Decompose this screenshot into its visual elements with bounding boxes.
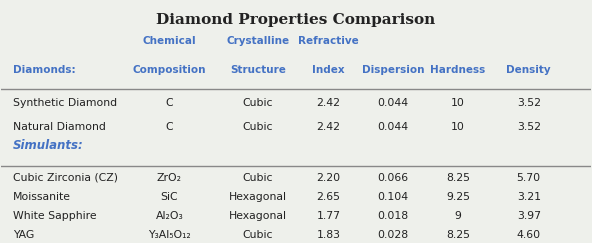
Text: Structure: Structure: [230, 65, 285, 75]
Text: Hardness: Hardness: [430, 65, 485, 75]
Text: Index: Index: [312, 65, 345, 75]
Text: Natural Diamond: Natural Diamond: [13, 122, 106, 132]
Text: Dispersion: Dispersion: [362, 65, 424, 75]
Text: Al₂O₃: Al₂O₃: [156, 211, 183, 221]
Text: 0.066: 0.066: [378, 173, 409, 183]
Text: 0.028: 0.028: [378, 230, 409, 240]
Text: 0.044: 0.044: [378, 122, 409, 132]
Text: Moissanite: Moissanite: [13, 192, 71, 202]
Text: Cubic: Cubic: [243, 122, 273, 132]
Text: YAG: YAG: [13, 230, 34, 240]
Text: ZrO₂: ZrO₂: [157, 173, 182, 183]
Text: Cubic: Cubic: [243, 98, 273, 108]
Text: Diamonds:: Diamonds:: [13, 65, 76, 75]
Text: 2.42: 2.42: [316, 98, 340, 108]
Text: 4.60: 4.60: [517, 230, 541, 240]
Text: 0.104: 0.104: [378, 192, 409, 202]
Text: 3.52: 3.52: [517, 98, 540, 108]
Text: 2.20: 2.20: [316, 173, 340, 183]
Text: Y₃Al₅O₁₂: Y₃Al₅O₁₂: [148, 230, 191, 240]
Text: 1.77: 1.77: [316, 211, 340, 221]
Text: Diamond Properties Comparison: Diamond Properties Comparison: [156, 13, 436, 27]
Text: Composition: Composition: [133, 65, 206, 75]
Text: Chemical: Chemical: [143, 36, 196, 46]
Text: Cubic: Cubic: [243, 173, 273, 183]
Text: 1.83: 1.83: [316, 230, 340, 240]
Text: Hexagonal: Hexagonal: [229, 211, 287, 221]
Text: Cubic Zirconia (CZ): Cubic Zirconia (CZ): [13, 173, 118, 183]
Text: 3.52: 3.52: [517, 122, 540, 132]
Text: 8.25: 8.25: [446, 173, 470, 183]
Text: 3.97: 3.97: [517, 211, 540, 221]
Text: Crystalline: Crystalline: [226, 36, 289, 46]
Text: 10: 10: [451, 122, 465, 132]
Text: Hexagonal: Hexagonal: [229, 192, 287, 202]
Text: Refractive: Refractive: [298, 36, 359, 46]
Text: C: C: [166, 122, 173, 132]
Text: White Sapphire: White Sapphire: [13, 211, 97, 221]
Text: Density: Density: [506, 65, 551, 75]
Text: 0.044: 0.044: [378, 98, 409, 108]
Text: SiC: SiC: [160, 192, 178, 202]
Text: 5.70: 5.70: [517, 173, 541, 183]
Text: 3.21: 3.21: [517, 192, 540, 202]
Text: 9.25: 9.25: [446, 192, 470, 202]
Text: Simulants:: Simulants:: [13, 139, 84, 152]
Text: 8.25: 8.25: [446, 230, 470, 240]
Text: Synthetic Diamond: Synthetic Diamond: [13, 98, 117, 108]
Text: 10: 10: [451, 98, 465, 108]
Text: Cubic: Cubic: [243, 230, 273, 240]
Text: 9: 9: [455, 211, 462, 221]
Text: 2.42: 2.42: [316, 122, 340, 132]
Text: 2.65: 2.65: [316, 192, 340, 202]
Text: C: C: [166, 98, 173, 108]
Text: 0.018: 0.018: [378, 211, 409, 221]
